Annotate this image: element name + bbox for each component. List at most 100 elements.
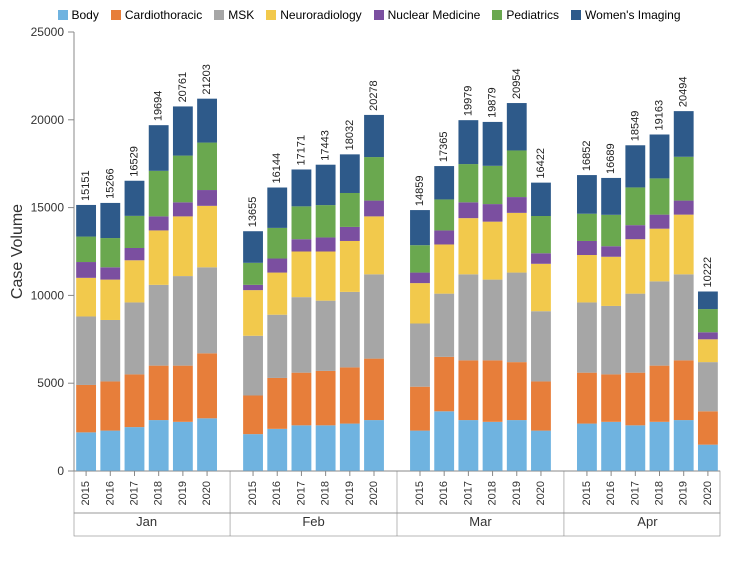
bar-segment [650,281,670,365]
bar-segment [434,294,454,357]
bar-segment [340,241,360,292]
bar-segment [434,357,454,411]
bar-segment [531,216,551,253]
x-tick-year: 2020 [702,481,714,505]
bar-segment [507,273,527,363]
bar-segment [650,215,670,229]
bar-segment [292,425,312,471]
legend-label: Body [72,8,99,22]
bar-total-label: 16422 [535,148,547,179]
bar-segment [507,197,527,213]
bar-total-label: 17443 [320,130,332,161]
y-tick-label: 15000 [31,201,65,215]
bar-segment [531,381,551,430]
bar-segment [100,280,120,320]
bar-segment [531,264,551,311]
bar-segment [340,227,360,241]
bar-total-label: 21203 [201,64,213,95]
bar-segment [173,202,193,216]
x-group-label: Jan [136,514,157,529]
bar-total-label: 20954 [511,68,523,99]
x-tick-year: 2019 [177,481,189,505]
x-tick-year: 2020 [368,481,380,505]
bar-segment [698,445,718,471]
bar-segment [577,373,597,424]
legend-swatch [374,10,384,20]
bar-segment [316,425,336,471]
y-tick-label: 25000 [31,26,65,39]
bar-segment [674,274,694,360]
x-group-label: Feb [302,514,324,529]
bar-segment [410,283,430,323]
bar-segment [340,424,360,471]
bar-segment [458,202,478,218]
x-tick-year: 2015 [80,481,92,505]
x-tick-year: 2019 [678,481,690,505]
bar-total-label: 19879 [487,87,499,118]
legend-label: Pediatrics [506,8,559,22]
bar-segment [531,253,551,264]
bar-total-label: 20761 [177,72,189,103]
bar-segment [625,239,645,293]
x-tick-year: 2020 [201,481,213,505]
bar-segment [507,362,527,420]
bar-segment [601,246,621,257]
bar-segment [316,165,336,205]
bar-segment [650,422,670,471]
x-tick-year: 2017 [462,481,474,505]
bar-segment [292,206,312,239]
legend-swatch [111,10,121,20]
bar-segment [197,418,217,471]
bar-segment [364,157,384,201]
bar-segment [698,292,718,310]
bar-segment [125,427,145,471]
bar-segment [434,230,454,244]
bar-segment [149,366,169,420]
bar-segment [243,285,263,290]
bar-segment [76,316,96,384]
bar-segment [149,125,169,171]
bar-total-label: 19163 [654,100,666,131]
x-tick-year: 2015 [414,481,426,505]
legend-swatch [214,10,224,20]
legend-item: Neuroradiology [266,8,361,22]
legend-swatch [571,10,581,20]
bar-segment [601,257,621,306]
bar-segment [267,429,287,471]
bar-segment [577,255,597,302]
bar-segment [243,434,263,471]
bar-segment [364,115,384,157]
legend-item: Women's Imaging [571,8,680,22]
x-tick-year: 2016 [605,481,617,505]
bar-segment [698,362,718,411]
bar-segment [125,302,145,374]
bar-total-label: 20278 [368,80,380,111]
bar-total-label: 17171 [295,135,307,166]
bar-segment [243,231,263,263]
bar-segment [507,103,527,150]
bar-segment [601,215,621,246]
bar-segment [243,395,263,434]
x-tick-year: 2015 [247,481,259,505]
bar-segment [483,280,503,361]
bar-segment [434,244,454,293]
x-tick-year: 2019 [511,481,523,505]
bar-total-label: 16689 [605,143,617,174]
bar-segment [364,274,384,358]
bar-segment [434,411,454,471]
bar-total-label: 16529 [128,146,140,177]
bar-segment [458,218,478,274]
bar-segment [674,215,694,275]
bar-segment [458,360,478,420]
bar-segment [410,210,430,245]
bar-segment [267,378,287,429]
bar-segment [674,360,694,420]
bar-segment [243,336,263,396]
x-tick-year: 2015 [581,481,593,505]
bar-segment [507,213,527,273]
bar-segment [577,302,597,372]
x-group-label: Apr [637,514,658,529]
bar-segment [364,201,384,217]
x-tick-year: 2016 [104,481,116,505]
bar-segment [316,252,336,301]
